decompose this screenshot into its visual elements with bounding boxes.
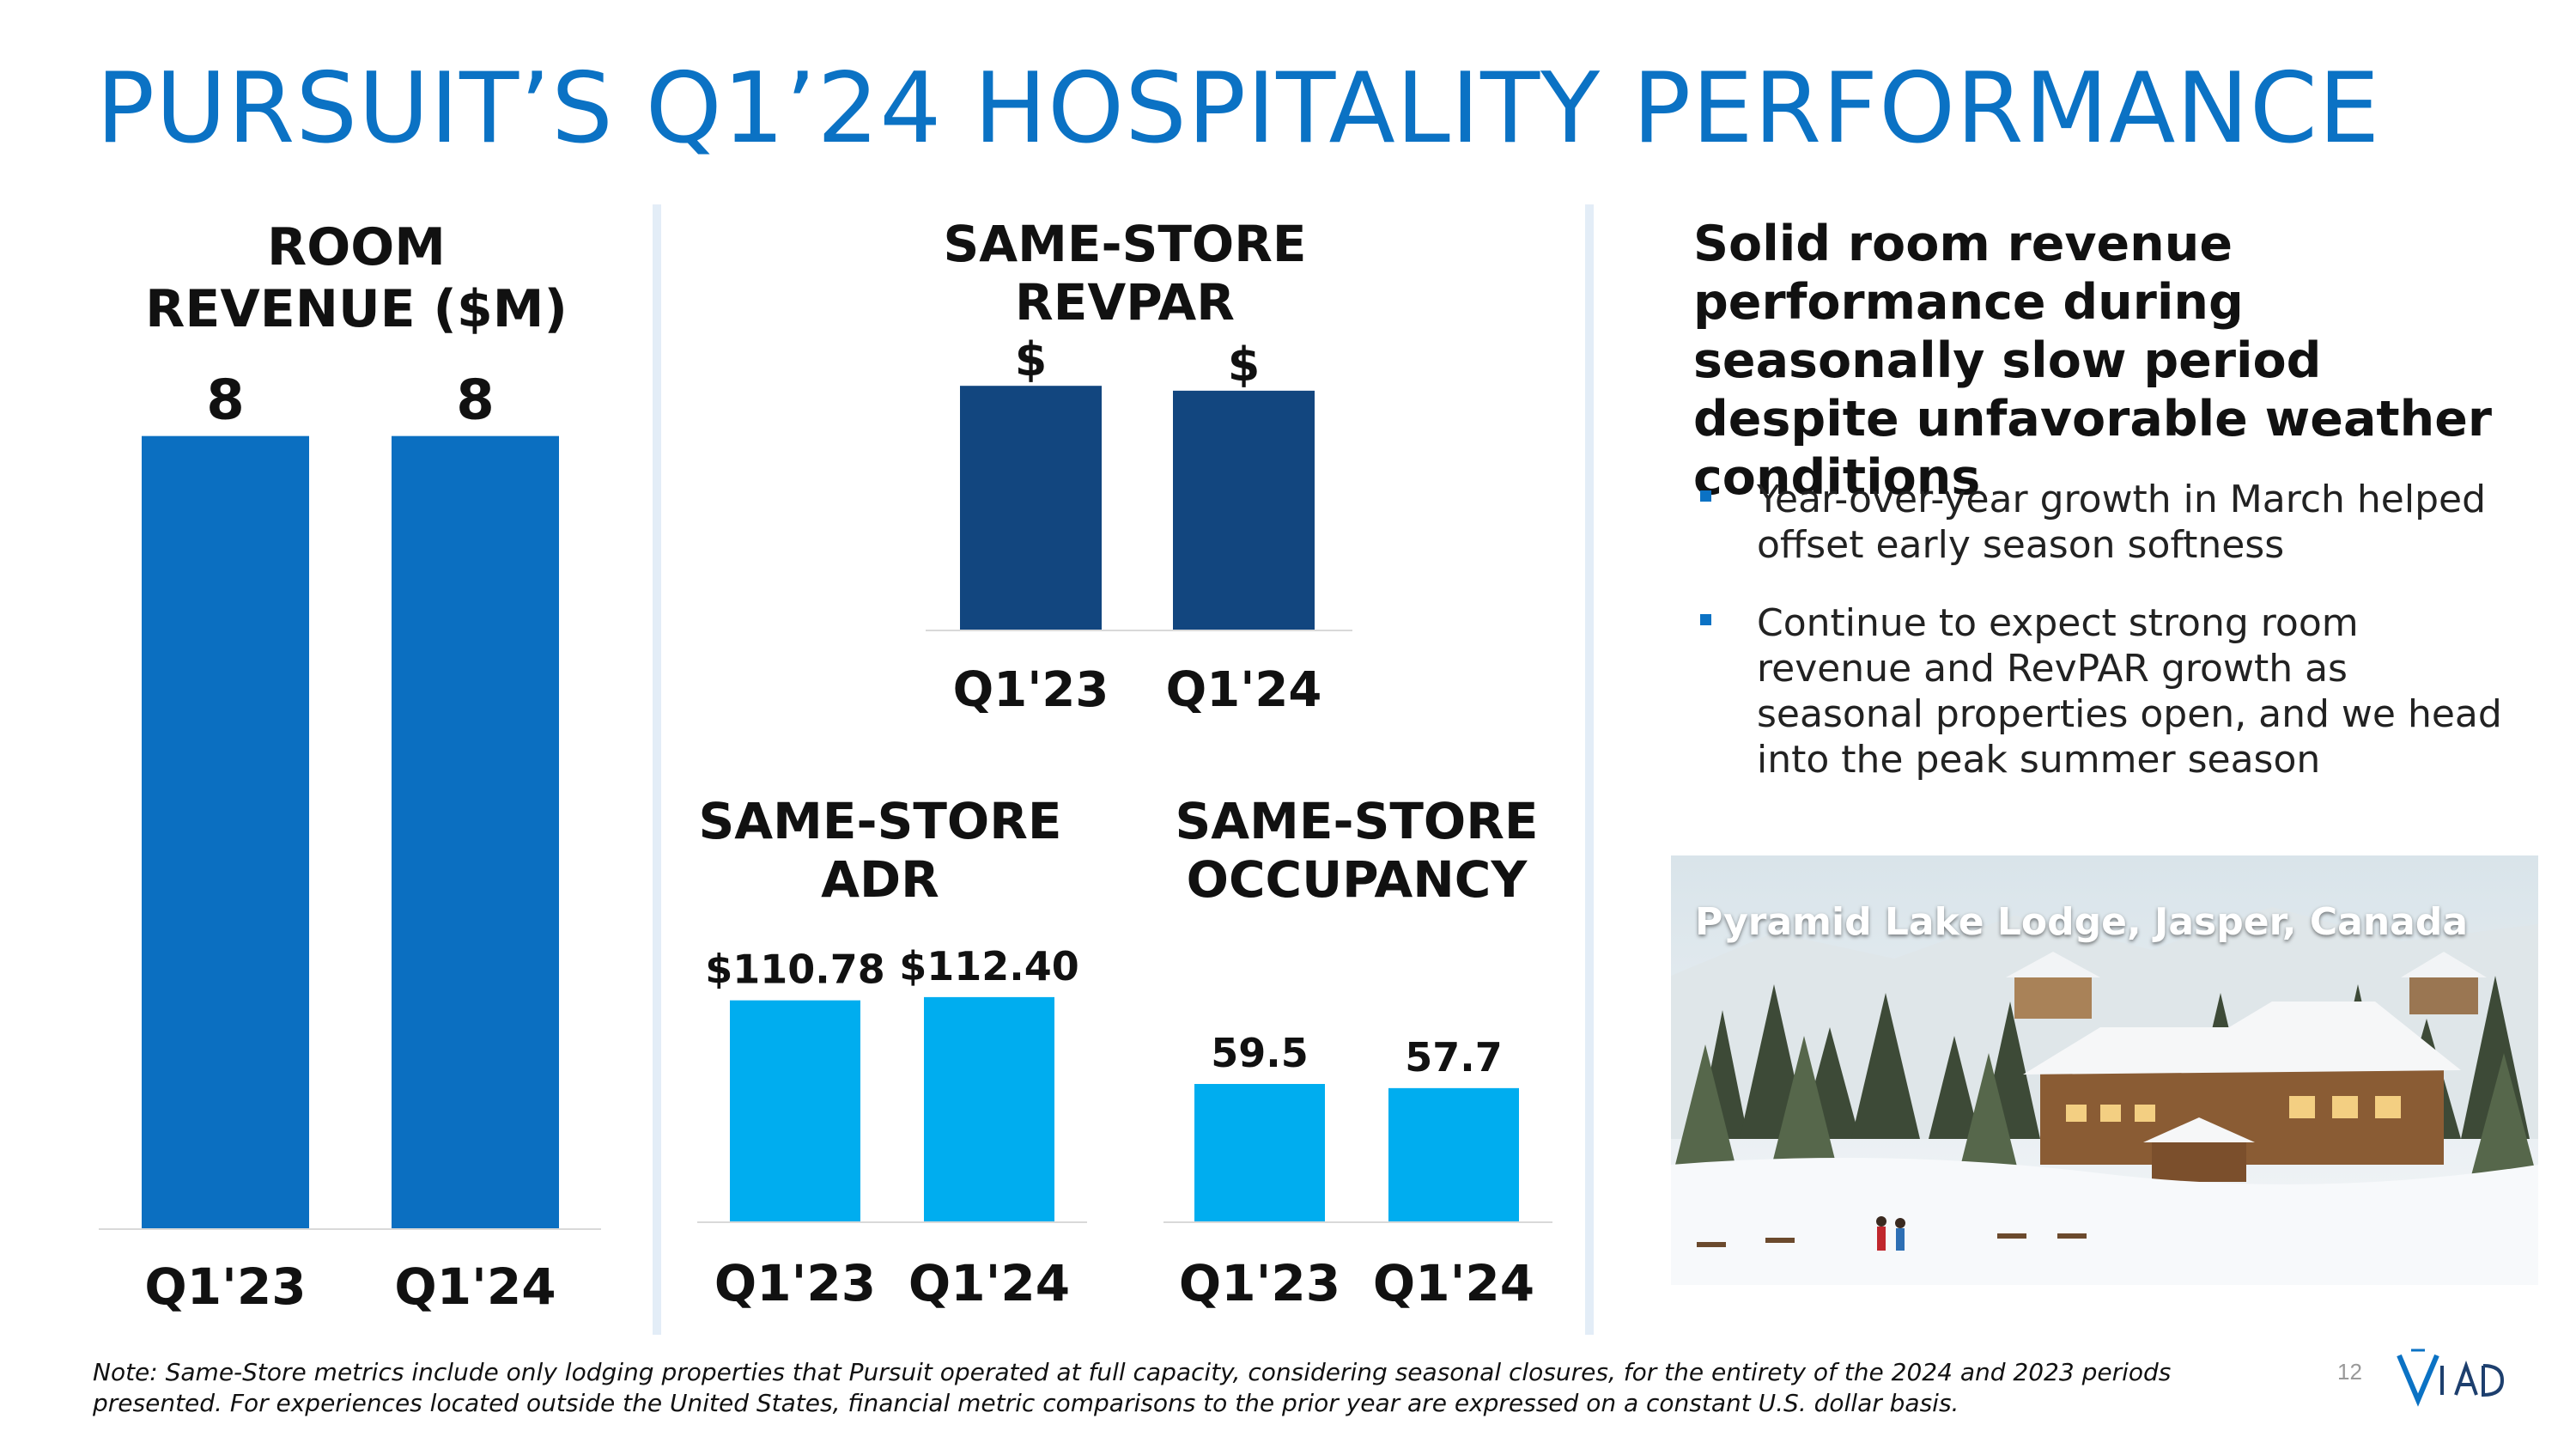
occupancy-bar xyxy=(1388,1087,1519,1221)
adr-title: SAME-STORE ADR xyxy=(698,792,1062,909)
page-number: 12 xyxy=(2337,1359,2362,1385)
bullet-item: Continue to expect strong room revenue a… xyxy=(1698,600,2523,782)
lodge-photo-illustration xyxy=(1671,855,2538,1285)
adr-data-label: $110.78 xyxy=(705,947,885,993)
revpar-bar xyxy=(1173,390,1315,630)
room_revenue-category-label: Q1'24 xyxy=(394,1257,556,1316)
photo-caption: Pyramid Lake Lodge, Jasper, Canada xyxy=(1695,900,2469,944)
room_revenue-bar xyxy=(142,435,309,1228)
room_revenue-category-label: Q1'23 xyxy=(144,1257,306,1316)
revpar-category-label: Q1'23 xyxy=(953,662,1109,718)
adr-data-label: $112.40 xyxy=(899,943,1079,989)
occupancy-data-label: 57.7 xyxy=(1405,1034,1503,1081)
occupancy-category-label: Q1'24 xyxy=(1373,1254,1534,1312)
bullet-text: Continue to expect strong room revenue a… xyxy=(1757,601,2502,782)
adr-category-label: Q1'23 xyxy=(714,1254,876,1312)
occupancy-title: SAME-STORE OCCUPANCY xyxy=(1175,792,1539,909)
adr-category-label: Q1'24 xyxy=(908,1254,1070,1312)
room_revenue-bar xyxy=(392,435,559,1228)
commentary-bullets: Year-over-year growth in March helped of… xyxy=(1698,477,2523,815)
divider-left xyxy=(653,204,661,1335)
footnote: Note: Same-Store metrics include only lo… xyxy=(93,1358,2172,1417)
revpar-category-label: Q1'24 xyxy=(1166,662,1322,718)
bullet-square-icon xyxy=(1700,490,1711,502)
occupancy-data-label: 59.5 xyxy=(1211,1030,1309,1076)
lodge-photo xyxy=(1671,855,2538,1285)
room_revenue-data-label: 8 xyxy=(206,369,245,433)
occupancy-bar xyxy=(1194,1084,1325,1221)
viad-logo xyxy=(2394,1340,2506,1409)
revpar-title: SAME-STORE REVPAR xyxy=(943,215,1307,332)
commentary-headline: Solid room revenue performance during se… xyxy=(1693,216,2493,506)
revpar-data-label: $ xyxy=(1228,338,1261,392)
viad-logo-mark xyxy=(2397,1349,2505,1407)
occupancy-category-label: Q1'23 xyxy=(1179,1254,1340,1312)
adr-bar xyxy=(924,996,1054,1221)
revpar-data-label: $ xyxy=(1015,332,1048,387)
bullet-text: Year-over-year growth in March helped of… xyxy=(1757,478,2486,567)
page-title: PURSUIT’S Q1’24 HOSPITALITY PERFORMANCE xyxy=(96,52,2381,165)
room_revenue-data-label: 8 xyxy=(456,369,495,433)
divider-right xyxy=(1585,204,1594,1335)
bullet-item: Year-over-year growth in March helped of… xyxy=(1698,477,2523,568)
room-revenue-title: ROOM REVENUE ($M) xyxy=(145,217,568,339)
bullet-square-icon xyxy=(1700,614,1711,625)
revpar-bar xyxy=(960,386,1102,630)
adr-bar xyxy=(730,1000,860,1221)
